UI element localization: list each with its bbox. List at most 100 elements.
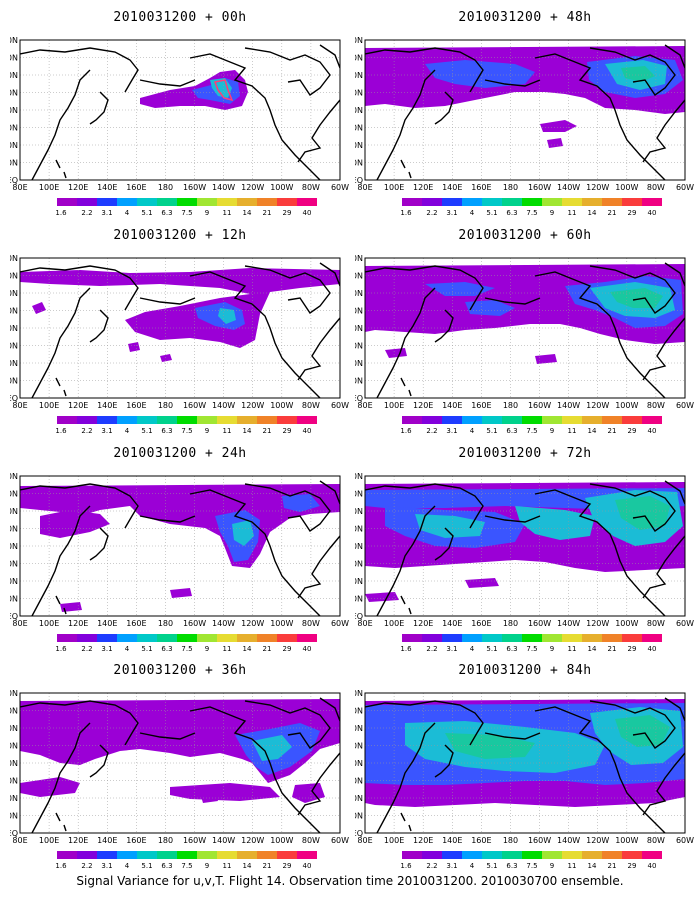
colorbar-label: 4 (125, 427, 130, 435)
colorbar-swatch (217, 634, 237, 642)
colorbar-label: 40 (303, 209, 312, 217)
colorbar-swatch (602, 198, 622, 206)
lon-label: 140W (212, 836, 235, 845)
figure-caption: Signal Variance for u,v,T. Flight 14. Ob… (76, 874, 624, 888)
coastline (484, 297, 541, 305)
lon-label: 120W (241, 183, 264, 192)
lat-label: 60N (10, 507, 18, 516)
colorbar-label: 9 (205, 862, 209, 870)
lon-label: 80E (12, 183, 27, 192)
colorbar-label: 21 (608, 209, 617, 217)
colorbar-label: 1.6 (400, 862, 412, 870)
variance-shading (445, 733, 535, 759)
lat-label: 10N (10, 377, 18, 386)
coastline (534, 489, 666, 616)
lon-label: 160E (126, 836, 146, 845)
colorbar-swatch (197, 851, 217, 859)
coastline (319, 44, 340, 69)
lat-label: 60N (355, 71, 363, 80)
lon-label: 80E (357, 619, 372, 628)
colorbar-swatch (297, 851, 317, 859)
colorbar-swatch (442, 198, 462, 206)
colorbar-swatch (522, 634, 542, 642)
lon-label: 60W (331, 183, 349, 192)
colorbar-label: 6.3 (506, 209, 517, 217)
colorbar-swatch (582, 851, 602, 859)
lon-label: 80W (647, 401, 665, 410)
colorbar-label: 7.5 (181, 645, 192, 653)
colorbar-swatch (482, 851, 502, 859)
map-panel: 2010031200 + 60h 80N 70N 60N 50N 40N 30N 20N 10N… (355, 228, 695, 446)
variance-shading (547, 138, 563, 148)
lon-label: 80W (647, 183, 665, 192)
lat-label: 30N (355, 124, 363, 133)
coastline (20, 265, 139, 311)
lat-label: 60N (10, 724, 18, 733)
lon-label: 180 (158, 619, 173, 628)
colorbar-label: 11 (568, 209, 577, 217)
colorbar-label: 2.2 (426, 209, 437, 217)
colorbar-swatch (257, 634, 277, 642)
map-frame (19, 39, 341, 181)
lat-label: EQ (10, 176, 18, 185)
colorbar: 1.6 2.2 3.1 4 5.1 6.3 7.5 9 11 14 21 29 40 (55, 634, 317, 653)
colorbar-swatch (442, 851, 462, 859)
colorbar-swatch (257, 198, 277, 206)
coastline (55, 159, 67, 179)
colorbar-swatch (562, 198, 582, 206)
colorbar-swatch (642, 416, 662, 424)
coastline (664, 262, 685, 287)
colorbar-label: 29 (283, 645, 292, 653)
colorbar-swatch (77, 416, 97, 424)
colorbar-label: 11 (568, 645, 577, 653)
coastline (31, 722, 91, 833)
colorbar-label: 4 (470, 209, 475, 217)
lat-label: 70N (10, 707, 18, 716)
colorbar-label: 11 (223, 209, 232, 217)
colorbar-swatch (542, 851, 562, 859)
coastline (189, 53, 321, 180)
panel-title: 2010031200 + 24h (113, 446, 247, 461)
colorbar-swatch (77, 198, 97, 206)
map-frame (364, 475, 686, 617)
colorbar-swatch (297, 416, 317, 424)
colorbar-label: 40 (303, 427, 312, 435)
colorbar-swatch (77, 634, 97, 642)
colorbar-swatch (562, 851, 582, 859)
lon-label: 100W (270, 836, 293, 845)
lon-label: 140E (442, 836, 462, 845)
colorbar-label: 9 (550, 427, 554, 435)
coastline (484, 732, 541, 740)
lon-label: 160E (471, 401, 491, 410)
coastline (139, 732, 196, 740)
coastline (139, 297, 196, 305)
lat-label: 70N (10, 54, 18, 63)
lat-label: 80N (355, 689, 363, 698)
coastline (664, 697, 685, 722)
colorbar-label: 4 (470, 862, 475, 870)
lon-label: 100W (270, 183, 293, 192)
lon-label: 60W (676, 619, 694, 628)
coastline (434, 91, 454, 125)
colorbar: 1.6 2.2 3.1 4 5.1 6.3 7.5 9 11 14 21 29 40 (400, 198, 662, 217)
colorbar-swatch (197, 416, 217, 424)
colorbar-label: 14 (243, 645, 252, 653)
lon-label: 80E (12, 836, 27, 845)
lat-label: 80N (10, 689, 18, 698)
colorbar-swatch (602, 851, 622, 859)
coastline (642, 317, 685, 381)
map-panel: 2010031200 + 36h 80N 70N 60N 50N 40N 30N 20N 10N… (10, 663, 350, 881)
colorbar-label: 29 (283, 209, 292, 217)
colorbar-label: 7.5 (526, 427, 537, 435)
colorbar-swatch (402, 634, 422, 642)
colorbar-label: 6.3 (506, 427, 517, 435)
colorbar-swatch (422, 634, 442, 642)
variance-shading (60, 602, 82, 612)
colorbar-swatch (582, 198, 602, 206)
variance-map: 80N 70N 60N 50N 40N 30N 20N 10N EQ80E 100E 120E 140… (10, 689, 349, 845)
colorbar-swatch (277, 634, 297, 642)
coastline (31, 287, 91, 398)
colorbar-swatch (622, 416, 642, 424)
colorbar-label: 1.6 (55, 427, 67, 435)
colorbar-label: 9 (205, 427, 209, 435)
